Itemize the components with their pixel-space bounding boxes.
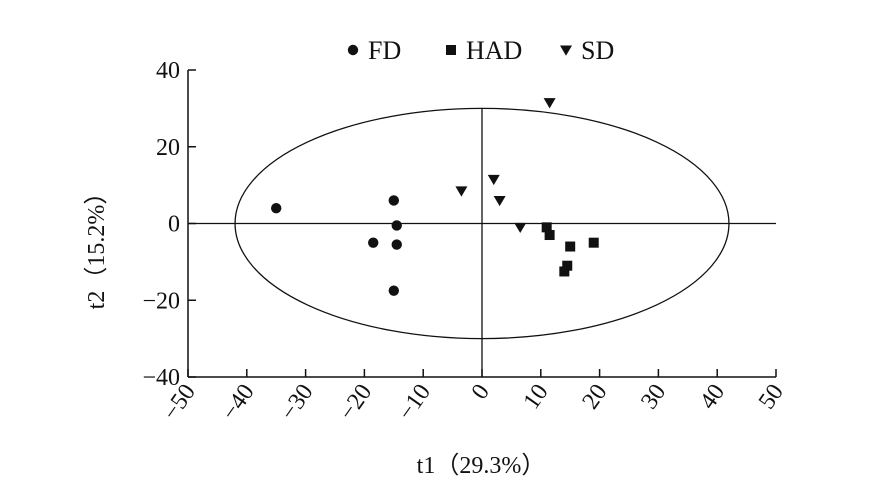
x-tick-label: 30 bbox=[636, 380, 671, 415]
x-axis-title: t1（29.3%） bbox=[417, 453, 546, 479]
x-tick-label: −10 bbox=[393, 380, 436, 426]
data-point-had bbox=[544, 230, 555, 241]
legend-marker-sd bbox=[560, 45, 572, 56]
legend-marker-fd bbox=[347, 44, 359, 56]
x-tick-label: 50 bbox=[754, 380, 789, 415]
legend-label-had: HAD bbox=[466, 36, 522, 65]
data-point-had bbox=[588, 237, 599, 248]
x-tick-label: −20 bbox=[334, 380, 377, 426]
data-point-had bbox=[565, 241, 576, 252]
y-tick-label: −40 bbox=[142, 365, 180, 391]
data-point-fd bbox=[388, 195, 399, 206]
data-point-sd bbox=[455, 186, 468, 197]
data-point-fd bbox=[391, 220, 402, 231]
x-tick-label: −40 bbox=[217, 380, 260, 426]
data-point-sd bbox=[487, 174, 500, 186]
legend-label-fd: FD bbox=[368, 36, 401, 65]
data-point-sd bbox=[493, 195, 506, 207]
y-tick-label: 0 bbox=[168, 212, 180, 238]
data-point-fd bbox=[368, 237, 379, 248]
legend-item-fd: FD bbox=[347, 36, 401, 65]
legend-item-had: HAD bbox=[446, 36, 522, 65]
x-tick-label: 20 bbox=[577, 380, 612, 415]
legend-marker-had bbox=[446, 45, 456, 55]
legend-item-sd: SD bbox=[560, 36, 614, 65]
x-tick-label: 10 bbox=[519, 380, 554, 415]
data-point-sd bbox=[514, 222, 527, 234]
data-point-fd bbox=[391, 239, 402, 250]
legend: FD HAD SD bbox=[347, 36, 614, 65]
data-point-fd bbox=[271, 202, 282, 214]
x-tick-label: −30 bbox=[276, 380, 319, 426]
data-point-had bbox=[559, 266, 570, 277]
series-had bbox=[541, 222, 599, 277]
series-sd bbox=[455, 98, 556, 234]
x-tick-label: 0 bbox=[467, 380, 495, 405]
x-tick-label: 40 bbox=[695, 380, 730, 415]
series-fd bbox=[271, 195, 402, 296]
data-point-had bbox=[562, 260, 573, 271]
y-tick-label: 40 bbox=[156, 58, 180, 84]
legend-label-sd: SD bbox=[581, 36, 614, 65]
data-point-fd bbox=[388, 285, 399, 296]
y-tick-label: 20 bbox=[156, 135, 180, 161]
data-point-had bbox=[541, 222, 552, 233]
y-tick-label: −20 bbox=[142, 288, 180, 314]
y-axis-title: t2（15.2%） bbox=[84, 181, 110, 310]
data-point-sd bbox=[543, 98, 556, 109]
